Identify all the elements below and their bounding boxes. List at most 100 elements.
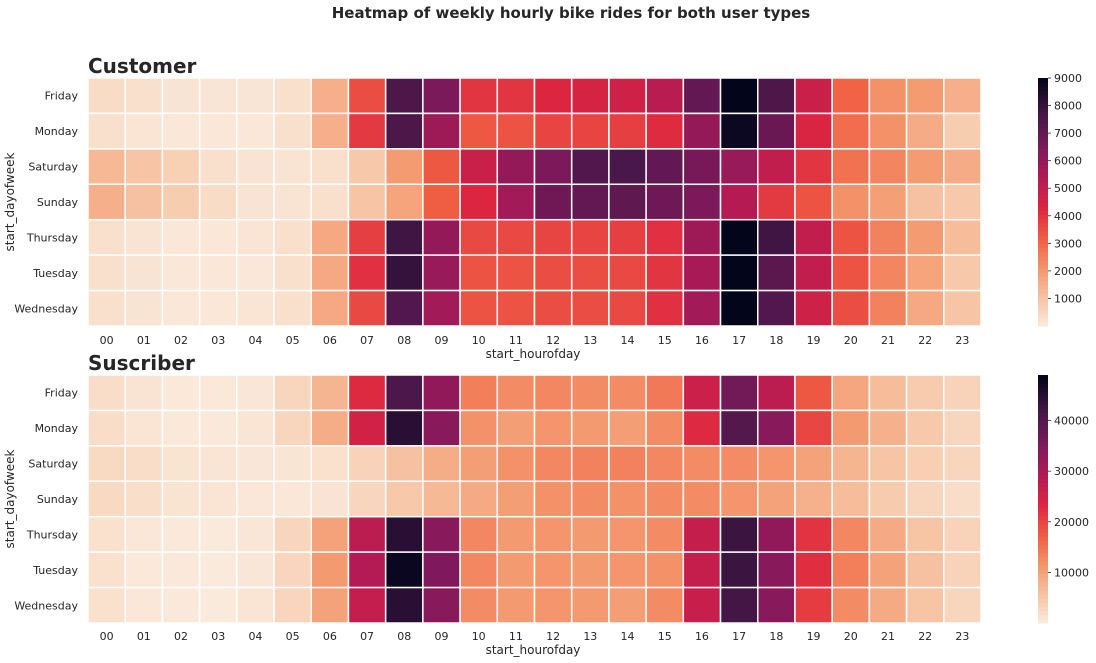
colorbar-segment [1038, 181, 1048, 187]
heatmap-cell [905, 77, 945, 115]
colorbar-segment [1038, 173, 1048, 178]
heatmap-cell [347, 77, 387, 115]
heatmap-cell [905, 112, 945, 150]
heatmap-cell [124, 183, 164, 221]
colorbar-segment [1038, 416, 1048, 422]
heatmap-cell [87, 254, 126, 292]
heatmap-cell [124, 409, 164, 447]
colorbar-segment [1038, 577, 1048, 583]
colorbar-tick-label: 40000 [1054, 415, 1089, 428]
heatmap-cell [905, 254, 945, 292]
heatmap-cell [273, 112, 312, 150]
heatmap-cell [682, 148, 722, 186]
x-tick-label: 15 [658, 334, 672, 347]
colorbar-segment [1038, 144, 1048, 149]
heatmap-cell [347, 289, 387, 327]
heatmap-cell [124, 515, 164, 553]
heatmap-cell [533, 445, 573, 483]
heatmap-cell [310, 374, 350, 412]
x-tick-label: 13 [583, 630, 597, 643]
colorbar-segment [1038, 206, 1048, 211]
colorbar-segment [1038, 309, 1048, 315]
heatmap-cell [459, 409, 499, 447]
x-tick-label: 20 [844, 334, 858, 347]
colorbar-segment [1038, 131, 1048, 137]
heatmap-cell [682, 551, 722, 589]
heatmap-cell [682, 218, 722, 256]
colorbar-segment [1038, 98, 1048, 104]
heatmap-cell [273, 445, 312, 483]
x-tick-label: 09 [434, 630, 448, 643]
heatmap-cell [868, 551, 908, 589]
heatmap-cell [943, 515, 982, 553]
heatmap-cell [719, 515, 759, 553]
heatmap-cell [161, 515, 201, 553]
colorbar-segment [1038, 598, 1048, 603]
heatmap-cell [608, 112, 647, 150]
heatmap-cell [87, 409, 126, 447]
x-tick-label: 17 [732, 630, 746, 643]
heatmap-cell [682, 77, 722, 115]
colorbar-segment [1038, 581, 1048, 587]
heatmap-cell [831, 515, 871, 553]
heatmap-cell [831, 445, 871, 483]
heatmap-cell [384, 112, 424, 150]
heatmap-cell [384, 254, 424, 292]
subscriber-x-tick-labels: 00 01 02 03 04 05 06 07 08 09 10 11 12 13 14 15 16 17 18 19… [100, 630, 970, 643]
colorbar-segment [1038, 123, 1048, 129]
x-tick-label: 21 [881, 630, 895, 643]
heatmap-cell [943, 77, 982, 115]
heatmap-cell [868, 409, 908, 447]
customer-y-tick-labels: Friday Monday Saturday Sunday Thursday Tuesda… [14, 90, 78, 316]
colorbar-segment [1038, 235, 1048, 240]
heatmap-cell [496, 374, 536, 412]
heatmap-cell [236, 112, 275, 150]
colorbar-segment [1038, 441, 1048, 446]
heatmap-cell [459, 586, 499, 624]
heatmap-cell [459, 183, 499, 221]
colorbar-segment [1038, 569, 1048, 574]
colorbar-segment [1038, 552, 1048, 558]
colorbar-segment [1038, 255, 1048, 261]
heatmap-cell [645, 445, 685, 483]
colorbar-segment [1038, 408, 1048, 413]
heatmap-cell [347, 586, 387, 624]
colorbar-segment [1038, 618, 1048, 624]
figure-title: Heatmap of weekly hourly bike rides for … [332, 4, 811, 22]
heatmap-cell [794, 409, 833, 447]
colorbar-segment [1038, 177, 1048, 182]
subscriber-y-tick-labels: Friday Monday Saturday Sunday Thursday Tuesda… [14, 387, 78, 613]
heatmap-cell [422, 218, 461, 256]
colorbar-segment [1038, 461, 1048, 467]
heatmap-cell [236, 218, 275, 256]
heatmap-cell [236, 374, 275, 412]
heatmap-cell [570, 183, 610, 221]
colorbar-segment [1038, 424, 1048, 430]
heatmap-cell [384, 77, 424, 115]
x-tick-label: 02 [174, 630, 188, 643]
y-tick-label: Friday [45, 387, 79, 400]
heatmap-cell [682, 480, 722, 518]
colorbar-segment [1038, 305, 1048, 311]
colorbar-segment [1038, 297, 1048, 302]
colorbar-segment [1038, 288, 1048, 294]
heatmap-cell [310, 586, 350, 624]
heatmap-cell [384, 480, 424, 518]
x-tick-label: 16 [695, 334, 709, 347]
heatmap-cell [459, 77, 499, 115]
heatmap-cell [905, 409, 945, 447]
y-tick-label: Saturday [28, 458, 78, 471]
heatmap-cell [719, 374, 759, 412]
heatmap-cell [831, 480, 871, 518]
heatmap-cell [831, 374, 871, 412]
colorbar-segment [1038, 379, 1048, 384]
heatmap-cell [273, 515, 312, 553]
x-tick-label: 20 [844, 630, 858, 643]
heatmap-cell [868, 289, 908, 327]
heatmap-cell [905, 515, 945, 553]
heatmap-cell [943, 480, 982, 518]
colorbar-segment [1038, 540, 1048, 546]
colorbar-segment [1038, 556, 1048, 562]
heatmap-cell [496, 480, 536, 518]
